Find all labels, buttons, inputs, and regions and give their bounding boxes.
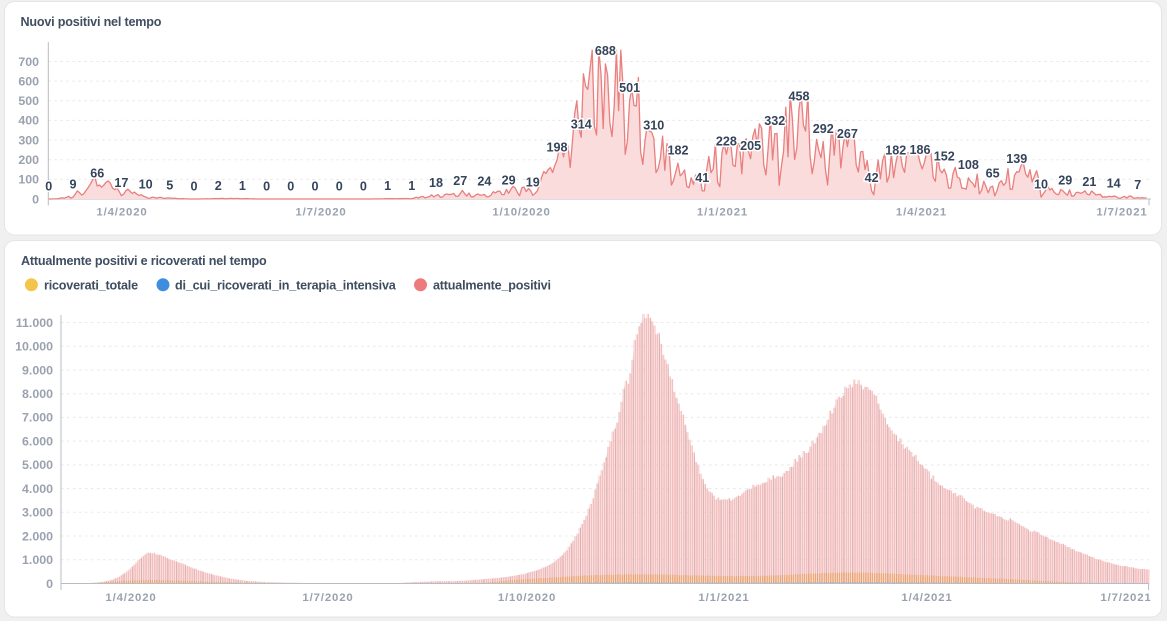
svg-text:29: 29 xyxy=(1058,174,1072,188)
svg-text:8.000: 8.000 xyxy=(22,387,53,401)
svg-text:600: 600 xyxy=(18,74,39,88)
svg-text:198: 198 xyxy=(546,140,567,154)
svg-text:18: 18 xyxy=(429,176,443,190)
svg-text:228: 228 xyxy=(716,135,737,149)
svg-text:182: 182 xyxy=(667,144,688,158)
svg-text:200: 200 xyxy=(18,153,39,167)
svg-text:66: 66 xyxy=(90,166,104,180)
svg-text:9: 9 xyxy=(69,178,76,192)
svg-text:501: 501 xyxy=(619,81,640,95)
svg-text:0: 0 xyxy=(263,179,270,193)
svg-text:139: 139 xyxy=(1006,152,1027,166)
svg-text:attualmente_positivi: attualmente_positivi xyxy=(433,279,551,293)
svg-text:152: 152 xyxy=(934,149,955,163)
svg-text:186: 186 xyxy=(909,143,930,157)
svg-text:3.000: 3.000 xyxy=(22,506,53,520)
svg-text:1.000: 1.000 xyxy=(22,553,53,567)
svg-text:Attualmente positivi e ricover: Attualmente positivi e ricoverati nel te… xyxy=(21,254,267,268)
svg-text:2.000: 2.000 xyxy=(22,529,53,543)
svg-text:1: 1 xyxy=(384,179,391,193)
svg-text:1/7/2020: 1/7/2020 xyxy=(295,207,346,219)
svg-text:688: 688 xyxy=(595,44,616,58)
svg-text:10: 10 xyxy=(1034,177,1048,191)
svg-text:0: 0 xyxy=(45,179,52,193)
svg-text:1/7/2021: 1/7/2021 xyxy=(1096,207,1147,219)
svg-text:332: 332 xyxy=(764,114,785,128)
svg-text:21: 21 xyxy=(1082,175,1096,189)
svg-text:0: 0 xyxy=(336,179,343,193)
svg-text:1/4/2021: 1/4/2021 xyxy=(901,592,952,604)
svg-text:300: 300 xyxy=(18,133,39,147)
svg-text:1/4/2021: 1/4/2021 xyxy=(896,207,947,219)
svg-text:0: 0 xyxy=(46,577,53,591)
svg-text:29: 29 xyxy=(502,174,516,188)
svg-text:1/7/2021: 1/7/2021 xyxy=(1100,592,1151,604)
svg-text:41: 41 xyxy=(695,171,709,185)
svg-text:205: 205 xyxy=(740,139,761,153)
svg-text:1/4/2020: 1/4/2020 xyxy=(96,207,147,219)
svg-text:65: 65 xyxy=(986,167,1000,181)
svg-text:400: 400 xyxy=(18,114,39,128)
svg-text:24: 24 xyxy=(477,175,491,189)
svg-text:5: 5 xyxy=(166,178,173,192)
svg-text:1: 1 xyxy=(239,179,246,193)
svg-text:458: 458 xyxy=(788,89,809,103)
svg-text:7: 7 xyxy=(1134,178,1141,192)
svg-text:1/7/2020: 1/7/2020 xyxy=(302,592,353,604)
svg-text:1/10/2020: 1/10/2020 xyxy=(492,207,550,219)
svg-text:Nuovi positivi nel tempo: Nuovi positivi nel tempo xyxy=(21,15,162,29)
svg-text:108: 108 xyxy=(958,158,979,172)
svg-text:1/1/2021: 1/1/2021 xyxy=(697,207,748,219)
svg-text:700: 700 xyxy=(18,55,39,69)
svg-text:9.000: 9.000 xyxy=(22,363,53,377)
svg-text:10.000: 10.000 xyxy=(15,340,53,354)
svg-text:310: 310 xyxy=(643,118,664,132)
svg-text:0: 0 xyxy=(32,192,39,206)
svg-text:1/10/2020: 1/10/2020 xyxy=(498,592,556,604)
svg-text:14: 14 xyxy=(1107,177,1121,191)
svg-text:292: 292 xyxy=(813,122,834,136)
svg-text:42: 42 xyxy=(865,171,879,185)
svg-text:267: 267 xyxy=(837,127,858,141)
svg-text:0: 0 xyxy=(287,179,294,193)
svg-text:10: 10 xyxy=(139,177,153,191)
svg-text:100: 100 xyxy=(18,173,39,187)
svg-text:1/4/2020: 1/4/2020 xyxy=(105,592,156,604)
svg-text:314: 314 xyxy=(571,118,592,132)
svg-text:1: 1 xyxy=(408,179,415,193)
svg-text:11.000: 11.000 xyxy=(16,316,53,330)
svg-text:17: 17 xyxy=(114,176,128,190)
svg-text:0: 0 xyxy=(360,179,367,193)
svg-text:5.000: 5.000 xyxy=(22,458,53,472)
svg-text:4.000: 4.000 xyxy=(22,482,53,496)
svg-text:2: 2 xyxy=(215,179,222,193)
svg-text:19: 19 xyxy=(526,176,540,190)
svg-text:0: 0 xyxy=(311,179,318,193)
svg-text:500: 500 xyxy=(18,94,39,108)
svg-text:0: 0 xyxy=(190,179,197,193)
svg-text:7.000: 7.000 xyxy=(22,411,53,425)
svg-text:27: 27 xyxy=(453,174,467,188)
svg-text:ricoverati_totale: ricoverati_totale xyxy=(44,279,138,293)
svg-text:1/1/2021: 1/1/2021 xyxy=(698,592,749,604)
svg-text:6.000: 6.000 xyxy=(22,434,53,448)
svg-text:di_cui_ricoverati_in_terapia_i: di_cui_ricoverati_in_terapia_intensiva xyxy=(175,279,397,293)
svg-text:182: 182 xyxy=(885,144,906,158)
